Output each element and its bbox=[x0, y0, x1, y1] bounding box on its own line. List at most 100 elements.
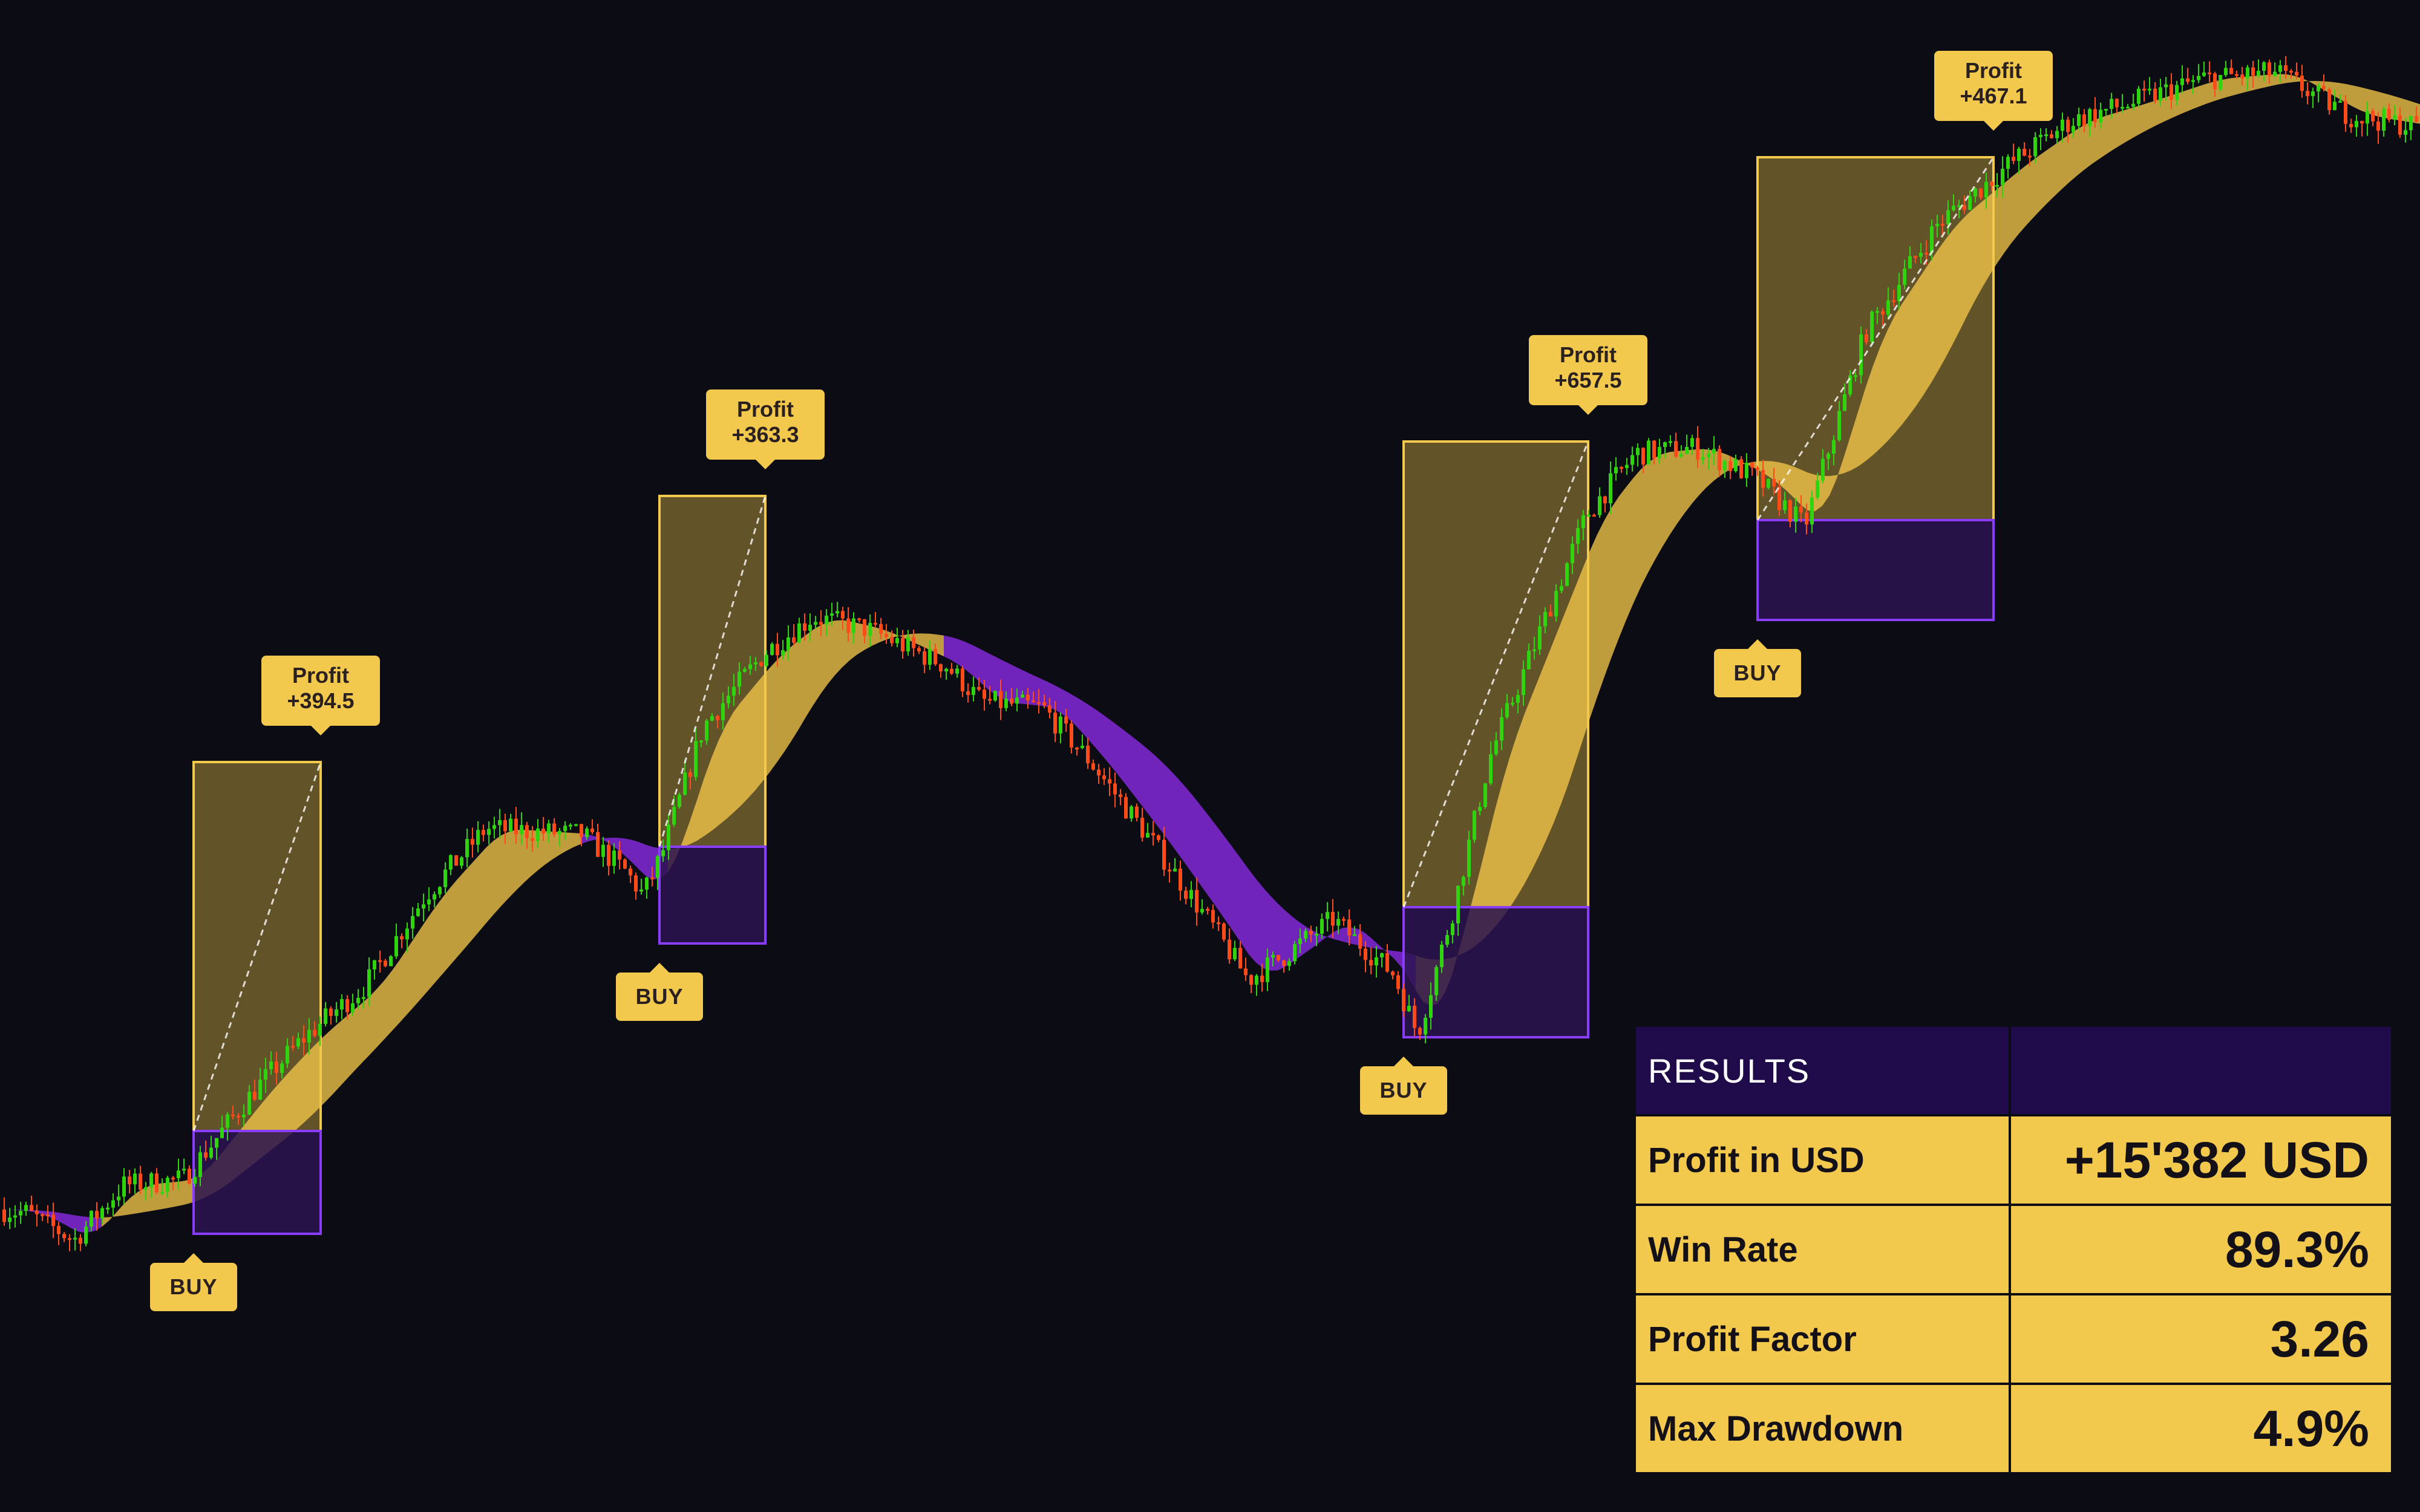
candle-body bbox=[972, 686, 975, 696]
candle-body bbox=[2224, 68, 2228, 75]
buy-signal-tag[interactable]: BUY bbox=[1360, 1057, 1447, 1115]
candle-body bbox=[73, 1237, 77, 1240]
results-label: Win Rate bbox=[1634, 1204, 2011, 1295]
candle-body bbox=[1576, 528, 1580, 544]
candle-body bbox=[1233, 948, 1237, 960]
candle-body bbox=[748, 664, 752, 670]
band-segment bbox=[1488, 807, 1496, 934]
candle-body bbox=[912, 637, 915, 648]
band-segment bbox=[2200, 83, 2207, 106]
band-segment bbox=[407, 939, 414, 1015]
band-segment bbox=[102, 1217, 109, 1227]
band-segment bbox=[1532, 677, 1539, 870]
candle-body bbox=[482, 830, 485, 835]
candle-body bbox=[122, 1176, 126, 1197]
band-segment bbox=[2156, 97, 2163, 126]
profit-tag[interactable]: Profit +363.3 bbox=[706, 389, 825, 469]
candle-body bbox=[2306, 91, 2309, 96]
candle-body bbox=[1527, 650, 1531, 670]
candle-body bbox=[209, 1147, 213, 1158]
band-segment bbox=[1249, 869, 1256, 963]
buy-signal-tag[interactable]: BUY bbox=[616, 963, 703, 1021]
band-segment bbox=[472, 855, 479, 940]
candle-body bbox=[1641, 448, 1645, 465]
candle-body bbox=[710, 715, 714, 721]
candle-body bbox=[1026, 694, 1030, 701]
band-segment bbox=[922, 633, 929, 650]
candle-body bbox=[1462, 876, 1465, 886]
band-segment bbox=[1648, 457, 1655, 573]
band-segment bbox=[1764, 461, 1771, 478]
band-segment bbox=[1517, 714, 1525, 896]
candle-body bbox=[1162, 839, 1166, 870]
candle-body bbox=[177, 1170, 180, 1178]
profit-tag[interactable]: Profit +394.5 bbox=[261, 656, 380, 735]
candle-body bbox=[1228, 939, 1231, 960]
band-segment bbox=[937, 634, 944, 657]
candle-body bbox=[825, 615, 828, 625]
candle-body bbox=[923, 651, 926, 665]
results-value: 3.26 bbox=[2009, 1293, 2393, 1385]
candle-body bbox=[1195, 890, 1199, 913]
candle-body bbox=[1315, 933, 1318, 936]
band-segment bbox=[2062, 134, 2069, 189]
candle-body bbox=[1538, 626, 1542, 650]
candle-body bbox=[329, 1008, 333, 1016]
candle-body bbox=[46, 1214, 50, 1216]
band-segment bbox=[123, 1198, 131, 1216]
band-segment bbox=[1946, 230, 1953, 357]
profit-tag-value: +467.1 bbox=[1960, 83, 2027, 108]
candle-body bbox=[585, 829, 589, 837]
candle-body bbox=[1473, 810, 1476, 840]
candle-body bbox=[639, 889, 643, 891]
candle-body bbox=[460, 857, 463, 866]
candle-body bbox=[1505, 703, 1509, 717]
candle-body bbox=[683, 772, 687, 795]
candle-body bbox=[1620, 467, 1623, 469]
candle-body bbox=[411, 916, 414, 929]
band-segment bbox=[820, 622, 828, 694]
band-segment bbox=[1169, 769, 1176, 852]
candle-body bbox=[1277, 955, 1280, 961]
band-segment bbox=[276, 1078, 283, 1147]
candle-body bbox=[1140, 818, 1144, 838]
candle-body bbox=[1380, 953, 1384, 957]
candle-body bbox=[667, 824, 670, 850]
candle-body bbox=[874, 622, 877, 625]
band-segment bbox=[2018, 166, 2026, 235]
candle-body bbox=[1663, 442, 1667, 448]
band-segment bbox=[2004, 177, 2011, 254]
candle-body bbox=[1767, 478, 1770, 488]
candle-body bbox=[1336, 919, 1340, 926]
candle-body bbox=[966, 691, 970, 696]
band-segment bbox=[544, 831, 552, 865]
candle-body bbox=[1358, 934, 1362, 949]
candle-body bbox=[1429, 995, 1433, 1018]
candle-body bbox=[1081, 746, 1084, 748]
band-segment bbox=[109, 1213, 116, 1221]
band-segment bbox=[951, 637, 958, 665]
candle-body bbox=[1886, 300, 1890, 315]
candle-body bbox=[1777, 486, 1781, 510]
band-segment bbox=[94, 1217, 102, 1231]
buy-signal-tag[interactable]: BUY bbox=[1714, 639, 1801, 697]
candle-body bbox=[318, 1024, 322, 1036]
profit-tag[interactable]: Profit +467.1 bbox=[1934, 51, 2053, 131]
candle-body bbox=[552, 823, 556, 835]
candle-body bbox=[2344, 100, 2347, 124]
band-segment bbox=[2091, 119, 2098, 165]
band-segment bbox=[1198, 801, 1205, 891]
profit-tag-label: Profit bbox=[1965, 58, 2022, 83]
band-segment bbox=[2040, 149, 2047, 211]
profit-tag[interactable]: Profit +657.5 bbox=[1529, 335, 1647, 415]
candle-body bbox=[569, 824, 572, 827]
buy-signal-tag[interactable]: BUY bbox=[150, 1253, 237, 1311]
candle-body bbox=[1761, 470, 1765, 488]
candle-body bbox=[879, 624, 883, 634]
candle-body bbox=[302, 1038, 306, 1043]
candle-body bbox=[313, 1029, 316, 1036]
candle-body bbox=[2159, 87, 2162, 101]
band-segment bbox=[479, 847, 486, 932]
